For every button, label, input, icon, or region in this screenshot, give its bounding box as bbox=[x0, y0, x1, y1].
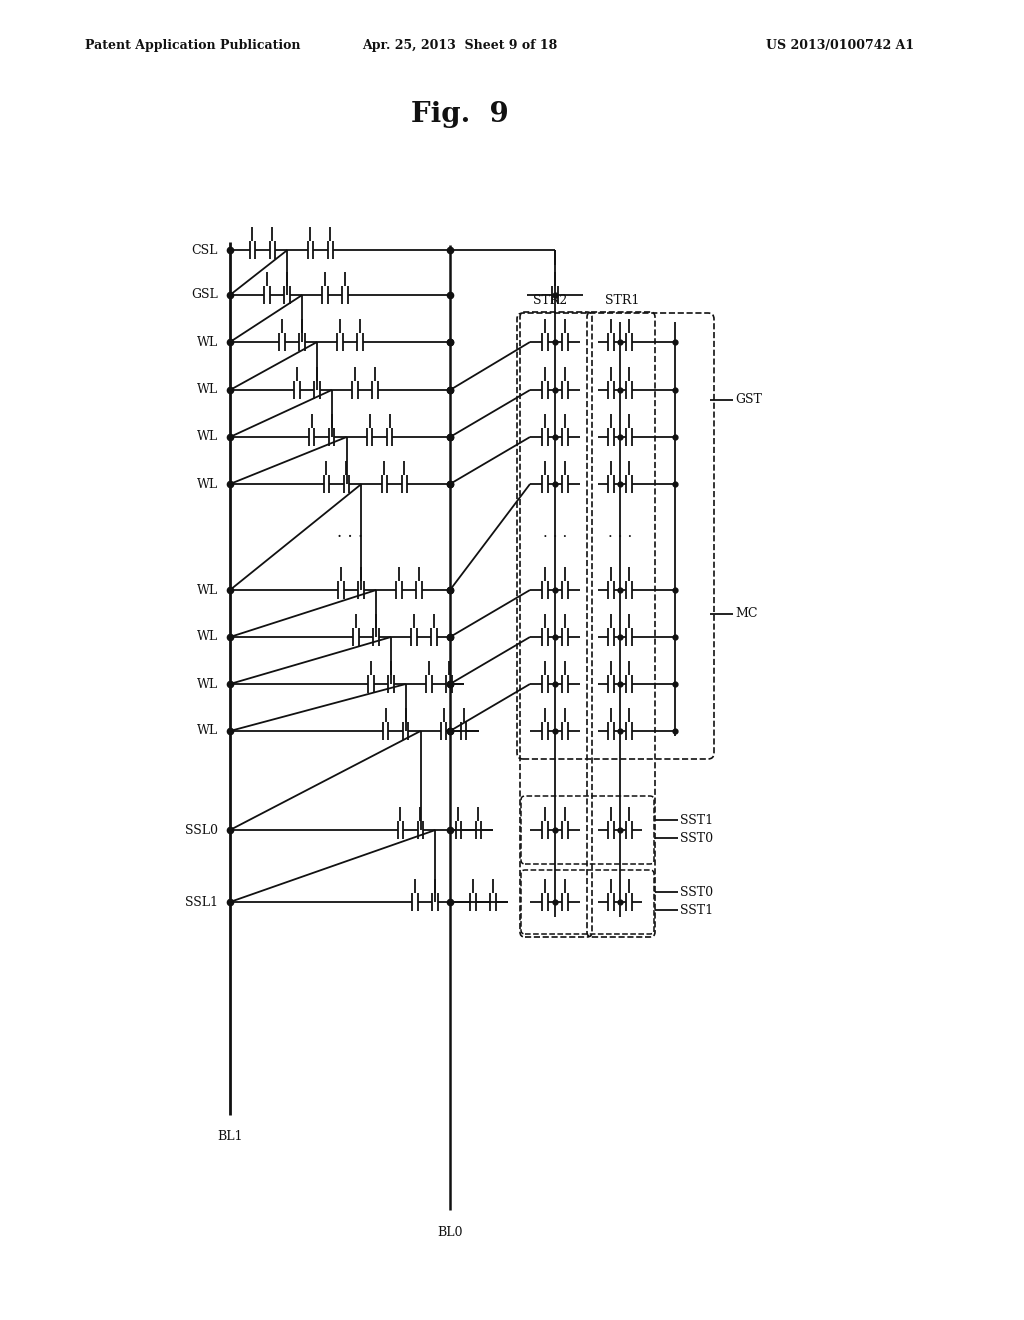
Text: · · ·: · · · bbox=[337, 528, 364, 545]
Text: GSL: GSL bbox=[191, 289, 218, 301]
Text: SSL1: SSL1 bbox=[185, 895, 218, 908]
Text: MC: MC bbox=[735, 607, 758, 620]
Text: SST0: SST0 bbox=[680, 886, 713, 899]
Text: WL: WL bbox=[197, 631, 218, 644]
Text: WL: WL bbox=[197, 430, 218, 444]
Text: BL0: BL0 bbox=[437, 1225, 463, 1238]
Text: GST: GST bbox=[735, 393, 762, 407]
Text: WL: WL bbox=[197, 677, 218, 690]
Text: Patent Application Publication: Patent Application Publication bbox=[85, 38, 300, 51]
Text: WL: WL bbox=[197, 725, 218, 738]
Text: SST0: SST0 bbox=[680, 832, 713, 845]
Text: US 2013/0100742 A1: US 2013/0100742 A1 bbox=[766, 38, 914, 51]
Text: BL1: BL1 bbox=[217, 1130, 243, 1143]
Text: Apr. 25, 2013  Sheet 9 of 18: Apr. 25, 2013 Sheet 9 of 18 bbox=[362, 38, 558, 51]
Text: WL: WL bbox=[197, 335, 218, 348]
Text: CSL: CSL bbox=[191, 243, 218, 256]
Text: WL: WL bbox=[197, 478, 218, 491]
Text: SSL0: SSL0 bbox=[185, 824, 218, 837]
Text: STR2: STR2 bbox=[532, 293, 567, 306]
Text: Fig.  9: Fig. 9 bbox=[411, 102, 509, 128]
Text: · · ·: · · · bbox=[608, 531, 632, 544]
Text: WL: WL bbox=[197, 583, 218, 597]
Text: SST1: SST1 bbox=[680, 903, 713, 916]
Text: SST1: SST1 bbox=[680, 813, 713, 826]
Text: WL: WL bbox=[197, 384, 218, 396]
Text: · · ·: · · · bbox=[543, 531, 567, 544]
Text: STR1: STR1 bbox=[605, 293, 639, 306]
